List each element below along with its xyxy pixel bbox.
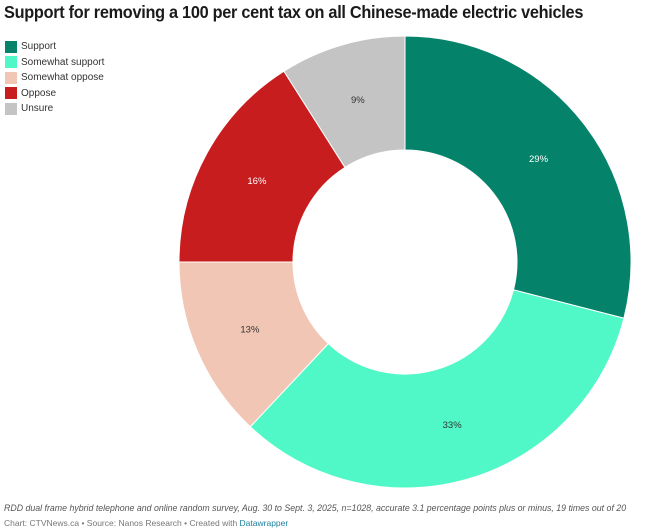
slice-somewhat-support (249, 289, 625, 489)
slice-labels: 29% 33% 13% 16% 9% (240, 95, 548, 431)
legend-swatch-support (5, 40, 17, 53)
legend-label-somewhat-oppose: Somewhat oppose (21, 72, 104, 84)
legend-label-somewhat-support: Somewhat support (21, 56, 105, 68)
legend-swatch-somewhat-oppose (5, 71, 17, 84)
legend-label-oppose: Oppose (21, 87, 57, 99)
slices (178, 35, 632, 489)
footer-byline: Chart: CTVNews.ca • Source: Nanos Resear… (4, 518, 288, 528)
legend-label-support: Support (21, 41, 57, 53)
slice-label-somewhat-oppose: 13% (240, 325, 260, 336)
slice-oppose (178, 70, 346, 263)
slice-unsure (283, 35, 406, 169)
slice-label-unsure: 9% (351, 95, 365, 106)
slice-label-somewhat-support: 33% (443, 420, 463, 431)
legend-item-oppose: Oppose (5, 86, 104, 102)
legend-item-support: Support (5, 39, 104, 55)
chart-title: Support for removing a 100 per cent tax … (4, 2, 584, 22)
byline-text: Chart: CTVNews.ca • Source: Nanos Resear… (4, 518, 240, 528)
slice-label-oppose: 16% (247, 176, 267, 187)
legend-item-somewhat-support: Somewhat support (5, 55, 104, 71)
slice-support (404, 35, 632, 319)
legend: Support Somewhat support Somewhat oppose… (5, 39, 104, 117)
datawrapper-link[interactable]: Datawrapper (239, 518, 289, 528)
legend-item-unsure: Unsure (5, 101, 104, 117)
donut-chart: 29% 33% 13% 16% 9% (178, 35, 632, 489)
legend-swatch-unsure (5, 102, 17, 115)
legend-swatch-oppose (5, 87, 17, 100)
footer-notes: RDD dual frame hybrid telephone and onli… (4, 503, 627, 514)
legend-swatch-somewhat-support (5, 56, 17, 69)
legend-item-somewhat-oppose: Somewhat oppose (5, 70, 104, 86)
legend-label-unsure: Unsure (21, 103, 54, 115)
slice-label-support: 29% (529, 154, 549, 165)
